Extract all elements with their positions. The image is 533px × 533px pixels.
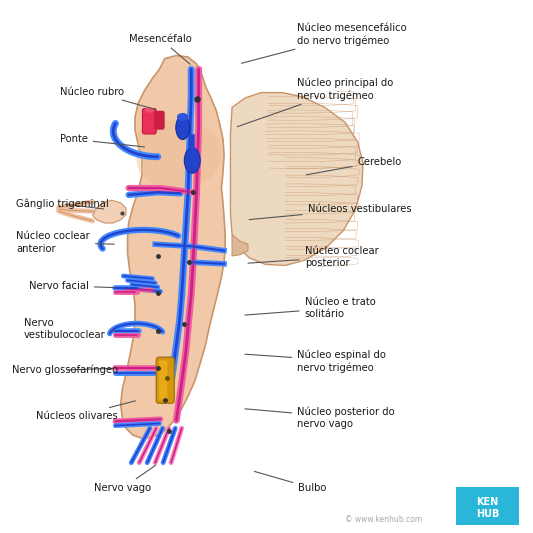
Text: Núcleo coclear
posterior: Núcleo coclear posterior — [248, 246, 378, 268]
Text: Gânglio trigeminal: Gânglio trigeminal — [16, 199, 109, 209]
Text: © www.kenhub.com: © www.kenhub.com — [345, 515, 422, 524]
Ellipse shape — [144, 108, 154, 113]
Text: HUB: HUB — [476, 508, 499, 519]
Text: Ponte: Ponte — [60, 134, 144, 147]
FancyBboxPatch shape — [156, 357, 174, 403]
Text: Nervo facial: Nervo facial — [29, 280, 114, 290]
FancyBboxPatch shape — [159, 360, 167, 400]
Ellipse shape — [177, 113, 189, 121]
Ellipse shape — [184, 148, 200, 173]
Polygon shape — [93, 200, 126, 223]
Text: Núcleo principal do
nervo trigémeo: Núcleo principal do nervo trigémeo — [237, 77, 393, 127]
Text: Núcleo espinal do
nervo trigémeo: Núcleo espinal do nervo trigémeo — [245, 349, 386, 373]
Text: Mesencéfalo: Mesencéfalo — [128, 34, 191, 64]
Ellipse shape — [176, 116, 190, 140]
Text: Núcleo posterior do
nervo vago: Núcleo posterior do nervo vago — [245, 406, 395, 429]
Text: Bulbo: Bulbo — [254, 471, 327, 493]
FancyBboxPatch shape — [456, 487, 519, 525]
Text: Núcleo mesencefálico
do nervo trigémeo: Núcleo mesencefálico do nervo trigémeo — [241, 23, 407, 63]
Polygon shape — [232, 235, 248, 256]
Text: Cerebelo: Cerebelo — [306, 157, 402, 175]
FancyBboxPatch shape — [142, 109, 156, 134]
Text: Núcleos vestibulares: Núcleos vestibulares — [249, 204, 411, 220]
Polygon shape — [136, 120, 221, 188]
Polygon shape — [120, 55, 225, 438]
Text: Núcleo coclear
anterior: Núcleo coclear anterior — [16, 231, 114, 254]
Text: Núcleos olivares: Núcleos olivares — [36, 401, 135, 421]
Text: Núcleo e trato
solitário: Núcleo e trato solitário — [245, 297, 375, 319]
Text: Nervo
vestibulococlear: Nervo vestibulococlear — [23, 318, 114, 340]
Polygon shape — [230, 93, 363, 265]
FancyBboxPatch shape — [155, 111, 164, 129]
Text: Núcleo rubro: Núcleo rubro — [60, 86, 155, 109]
Text: Nervo glossofaríngeo: Nervo glossofaríngeo — [12, 365, 118, 375]
Text: KEN: KEN — [477, 497, 499, 507]
Text: Nervo vago: Nervo vago — [94, 465, 156, 493]
